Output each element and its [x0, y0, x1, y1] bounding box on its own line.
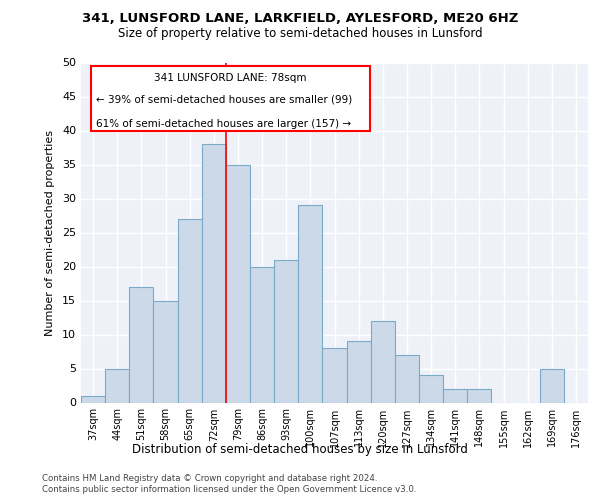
- Y-axis label: Number of semi-detached properties: Number of semi-detached properties: [45, 130, 55, 336]
- Bar: [540, 368, 564, 402]
- Bar: [178, 219, 202, 402]
- Bar: [129, 287, 154, 403]
- Text: 341, LUNSFORD LANE, LARKFIELD, AYLESFORD, ME20 6HZ: 341, LUNSFORD LANE, LARKFIELD, AYLESFORD…: [82, 12, 518, 26]
- Text: 61% of semi-detached houses are larger (157) →: 61% of semi-detached houses are larger (…: [96, 118, 352, 128]
- Bar: [371, 321, 395, 402]
- Bar: [105, 368, 129, 402]
- Bar: [81, 396, 105, 402]
- Bar: [226, 164, 250, 402]
- Text: 341 LUNSFORD LANE: 78sqm: 341 LUNSFORD LANE: 78sqm: [154, 72, 307, 83]
- Bar: [274, 260, 298, 402]
- Bar: [202, 144, 226, 403]
- Text: Contains HM Land Registry data © Crown copyright and database right 2024.: Contains HM Land Registry data © Crown c…: [42, 474, 377, 483]
- Bar: [154, 300, 178, 402]
- Text: Contains public sector information licensed under the Open Government Licence v3: Contains public sector information licen…: [42, 485, 416, 494]
- Bar: [298, 206, 322, 402]
- Bar: [467, 389, 491, 402]
- Bar: [322, 348, 347, 403]
- Bar: [347, 342, 371, 402]
- Bar: [419, 376, 443, 402]
- Text: ← 39% of semi-detached houses are smaller (99): ← 39% of semi-detached houses are smalle…: [96, 95, 352, 105]
- Text: Distribution of semi-detached houses by size in Lunsford: Distribution of semi-detached houses by …: [132, 442, 468, 456]
- Bar: [443, 389, 467, 402]
- Text: Size of property relative to semi-detached houses in Lunsford: Size of property relative to semi-detach…: [118, 28, 482, 40]
- FancyBboxPatch shape: [91, 66, 370, 130]
- Bar: [250, 266, 274, 402]
- Bar: [395, 355, 419, 403]
